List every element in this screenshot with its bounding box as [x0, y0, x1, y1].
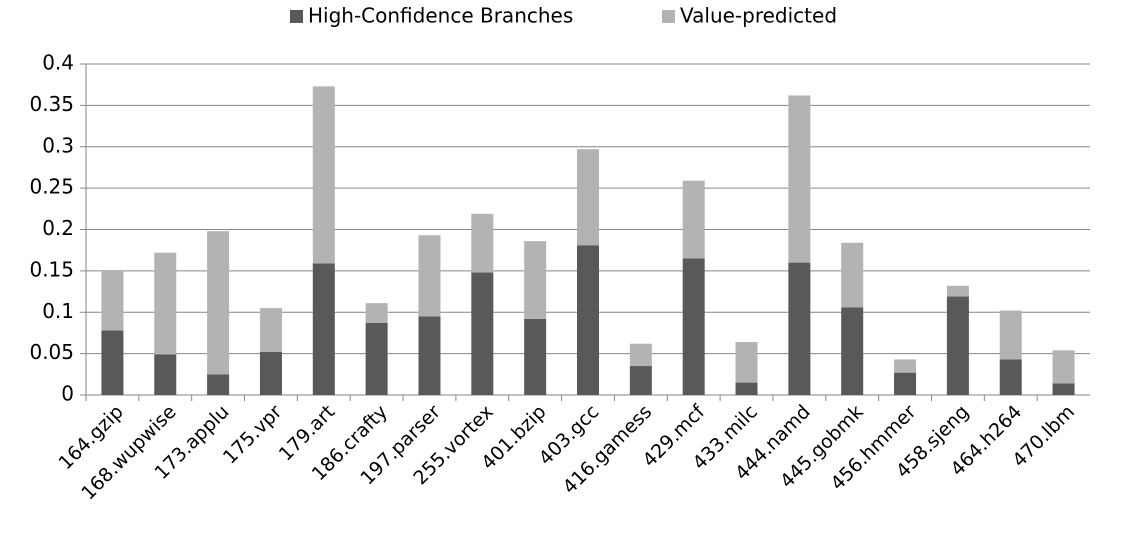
bar-segment	[524, 241, 547, 319]
bar-segment	[682, 180, 705, 259]
y-tick-label: 0.3	[42, 133, 74, 157]
bar-segment	[946, 296, 969, 395]
bar-segment	[259, 351, 282, 395]
y-tick-label: 0	[61, 382, 74, 406]
bar-segment	[418, 235, 441, 317]
bar-segment	[946, 285, 969, 297]
bar-segment	[471, 213, 494, 273]
bar-segment	[101, 330, 124, 395]
bar-segment	[1052, 350, 1075, 384]
bar-segment	[259, 308, 282, 352]
bar-segment	[735, 342, 758, 383]
bar-segment	[841, 307, 864, 395]
y-tick-label: 0.1	[42, 299, 74, 323]
legend-swatch	[290, 10, 303, 23]
bar-segment	[312, 263, 335, 395]
y-tick-label: 0.05	[29, 340, 74, 364]
bar-segment	[735, 382, 758, 395]
bar-segment	[418, 316, 441, 395]
bar-segment	[999, 310, 1022, 360]
bar-segment	[577, 245, 599, 395]
bar-segment	[894, 359, 917, 373]
legend-swatch	[662, 10, 675, 23]
bar-segment	[1052, 383, 1075, 395]
bar-segment	[154, 354, 177, 395]
bar-segment	[154, 252, 177, 355]
bar-segment	[682, 258, 705, 395]
legend-label: High-Confidence Branches	[308, 4, 573, 28]
bar-segment	[365, 323, 388, 395]
y-tick-label: 0.4	[42, 51, 74, 75]
y-tick-label: 0.2	[42, 216, 74, 240]
bar-segment	[312, 86, 335, 264]
bar-segment	[894, 372, 917, 395]
y-tick-label: 0.15	[29, 257, 74, 281]
bar-segment	[207, 231, 230, 375]
bar-segment	[101, 270, 124, 331]
bar-segment	[471, 272, 494, 395]
y-tick-label: 0.25	[29, 175, 74, 199]
bar-segment	[788, 95, 811, 263]
bar-segment	[629, 343, 652, 367]
bar-segment	[841, 242, 864, 308]
bar-segment	[524, 318, 547, 395]
x-tick-label: 175.vpr	[219, 401, 287, 469]
y-tick-label: 0.35	[29, 92, 74, 116]
bar-segment	[629, 366, 652, 395]
bar-segment	[788, 262, 811, 395]
legend-label: Value-predicted	[680, 4, 837, 28]
bar-segment	[365, 303, 388, 324]
bar-segment	[577, 149, 599, 246]
bar-segment	[999, 359, 1022, 395]
bar-segment	[207, 374, 230, 395]
